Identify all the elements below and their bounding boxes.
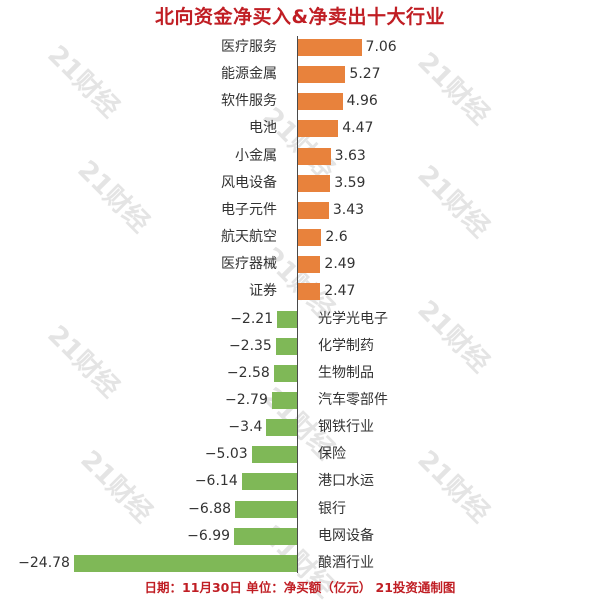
chart-row: 软件服务 4.96 [0,93,600,111]
bar-positive [298,66,346,84]
bar-positive [298,229,322,247]
chart-row: 港口水运 −6.14 [0,473,600,491]
value-label: 4.47 [342,120,374,137]
bar-negative [275,337,297,355]
category-label: 风电设备 [221,174,277,191]
chart-row: 光学光电子 −2.21 [0,310,600,328]
bar-positive [298,283,321,301]
value-label: −6.99 [187,527,231,544]
bar-positive [298,256,321,274]
category-label: 航天航空 [221,229,277,246]
category-label: 化学制药 [318,337,374,354]
category-label: 生物制品 [318,364,374,381]
bar-negative [234,527,297,545]
chart-row: 电池 4.47 [0,120,600,138]
category-label: 医疗器械 [221,256,277,273]
chart-row: 航天航空 2.6 [0,229,600,247]
bar-negative [271,391,297,409]
value-label: −2.21 [230,310,274,327]
category-label: 汽车零部件 [318,391,388,408]
value-label: 2.47 [324,283,356,300]
chart-row: 汽车零部件 −2.79 [0,391,600,409]
chart-row: 能源金属 5.27 [0,66,600,84]
bar-positive [298,39,362,56]
category-label: 银行 [318,500,346,517]
bar-negative [235,500,297,518]
bar-positive [298,120,339,138]
category-label: 港口水运 [318,473,374,490]
chart-row: 生物制品 −2.58 [0,364,600,382]
value-label: −6.88 [188,500,232,517]
chart-row: 风电设备 3.59 [0,174,600,192]
value-label: −3.4 [228,419,263,436]
value-label: −2.79 [224,391,268,408]
value-label: 5.27 [349,66,381,83]
chart-row: 钢铁行业 −3.4 [0,419,600,437]
chart-row: 医疗服务 7.06 [0,39,600,56]
bar-negative [251,446,297,464]
category-label: 小金属 [235,147,277,164]
bar-negative [277,310,297,328]
chart-row: 银行 −6.88 [0,500,600,518]
chart-footer: 日期：11月30日 单位：净买额（亿元） 21投资通制图 [144,580,456,595]
chart-row: 保险 −5.03 [0,446,600,464]
bar-negative [73,554,297,572]
category-label: 电池 [249,120,277,137]
category-label: 能源金属 [221,66,277,83]
category-label: 光学光电子 [318,310,388,327]
category-label: 保险 [318,446,346,463]
bar-negative [241,473,297,491]
chart-row: 电网设备 −6.99 [0,527,600,545]
chart-row: 证券 2.47 [0,283,600,301]
chart-row: 医疗器械 2.49 [0,256,600,274]
bar-negative [273,364,297,382]
chart-row: 小金属 3.63 [0,147,600,165]
bar-positive [298,93,343,111]
axis-line [297,36,298,573]
value-label: 2.6 [325,229,348,246]
value-label: 2.49 [324,256,356,273]
value-label: −2.58 [226,364,270,381]
value-label: 7.06 [365,39,397,55]
chart-row: 化学制药 −2.35 [0,337,600,355]
bar-negative [266,419,297,437]
value-label: −5.03 [204,446,248,463]
chart-title: 北向资金净买入&净卖出十大行业 [154,6,446,28]
chart-row: 酿酒行业 −24.78 [0,554,600,572]
value-label: 3.59 [334,174,366,191]
category-label: 证券 [249,283,277,300]
value-label: 4.96 [346,93,378,110]
value-label: −24.78 [18,554,70,571]
value-label: 3.63 [334,147,366,164]
value-label: −6.14 [194,473,238,490]
value-label: −2.35 [228,337,272,354]
bar-positive [298,201,329,219]
bar-positive [298,147,331,165]
bar-positive [298,174,331,192]
category-label: 酿酒行业 [318,554,374,571]
category-label: 电子元件 [221,201,277,218]
chart-row: 电子元件 3.43 [0,201,600,219]
category-label: 软件服务 [221,93,277,110]
category-label: 电网设备 [318,527,374,544]
category-label: 医疗服务 [221,39,277,55]
value-label: 3.43 [332,201,365,218]
category-label: 钢铁行业 [318,419,374,436]
